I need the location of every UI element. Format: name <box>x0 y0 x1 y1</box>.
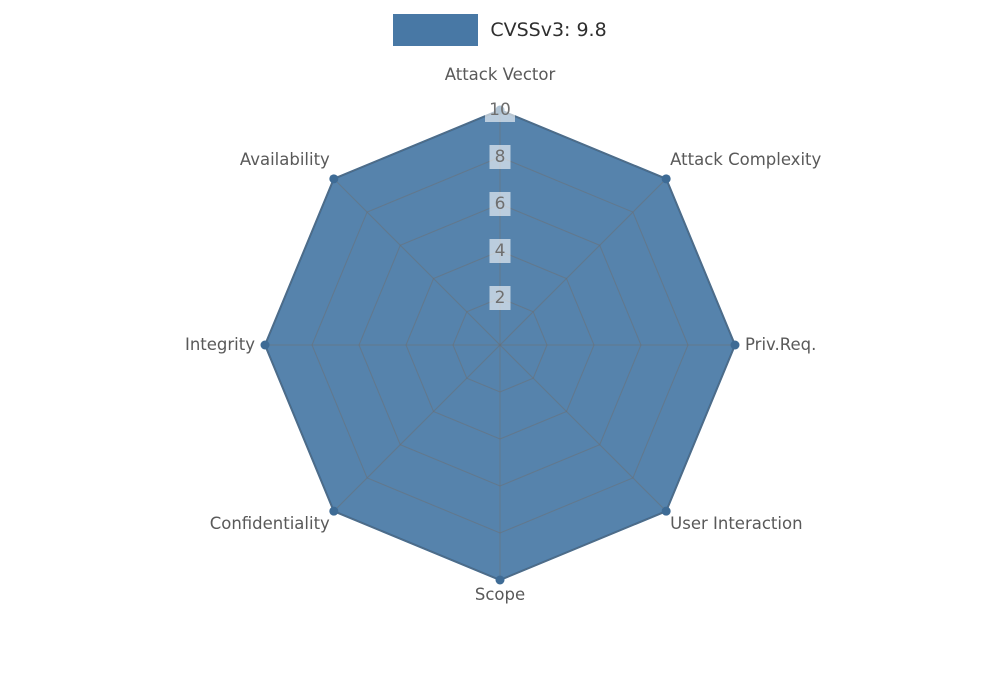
tick-chip <box>489 286 511 310</box>
vertex-marker <box>329 506 339 516</box>
tick-label: 10 <box>489 100 511 120</box>
axis-label-attack-complexity: Attack Complexity <box>670 150 821 169</box>
vertex-marker <box>260 340 270 350</box>
tick-label: 2 <box>495 288 506 308</box>
legend-label: CVSSv3: 9.8 <box>490 19 607 41</box>
legend-swatch <box>393 14 479 46</box>
vertex-marker <box>661 506 671 516</box>
axis-spoke <box>333 178 501 346</box>
vertex-marker <box>730 340 740 350</box>
legend: CVSSv3: 9.8 <box>0 14 1000 46</box>
tick-chip <box>485 98 515 122</box>
axis-spoke <box>499 178 667 346</box>
axis-label-user-interaction: User Interaction <box>670 514 802 533</box>
axis-spoke <box>499 344 667 512</box>
axis-label-priv-req: Priv.Req. <box>745 335 816 354</box>
axis-spoke <box>333 344 501 512</box>
vertex-marker <box>495 575 505 585</box>
axis-label-attack-vector: Attack Vector <box>445 65 556 84</box>
tick-label: 6 <box>495 194 506 214</box>
axis-label-integrity: Integrity <box>185 335 255 354</box>
axis-label-confidentiality: Confidentiality <box>210 514 330 533</box>
tick-chip <box>489 192 511 216</box>
axis-label-scope: Scope <box>475 585 525 604</box>
vertex-marker <box>329 174 339 184</box>
vertex-marker <box>661 174 671 184</box>
tick-label: 8 <box>495 147 506 167</box>
tick-label: 4 <box>495 241 506 261</box>
tick-chip <box>489 145 511 169</box>
tick-chip <box>489 239 511 263</box>
axis-label-availability: Availability <box>240 150 330 169</box>
